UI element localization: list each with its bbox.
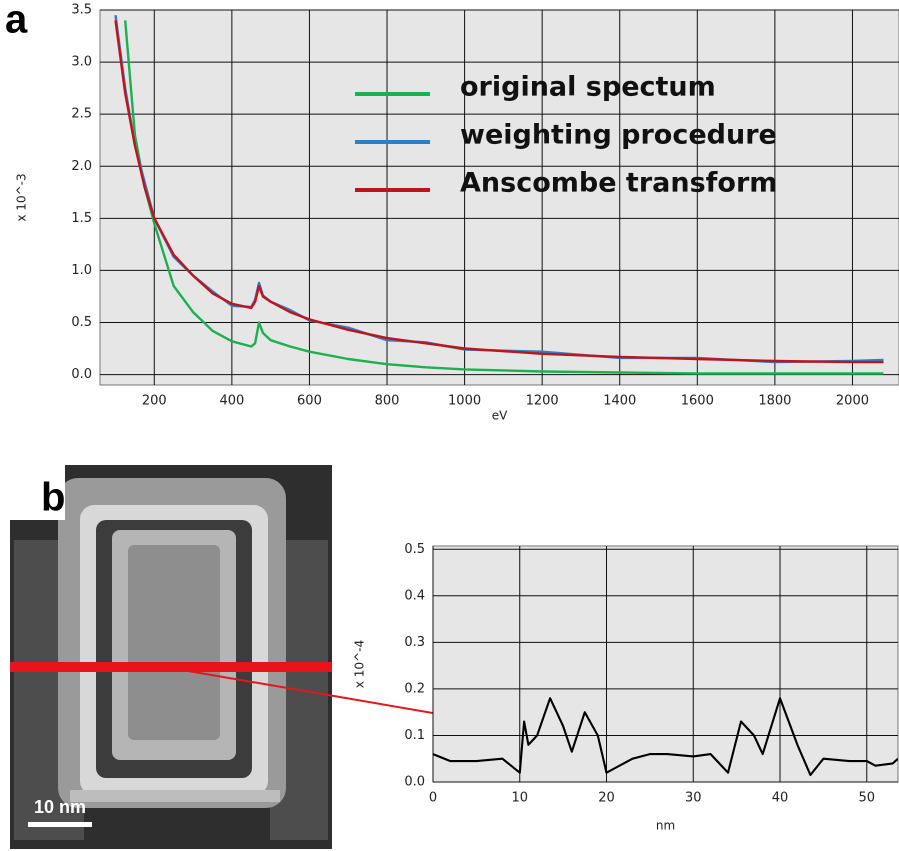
x-axis-label: eV: [492, 409, 508, 423]
plot-lines: [114, 15, 884, 375]
x-tick-label: 1200: [526, 394, 559, 409]
x-tick-label: 50: [858, 791, 875, 806]
x-axis-label: nm: [656, 819, 675, 833]
plot-lines: [433, 697, 898, 777]
x-tick-label: 10: [511, 791, 528, 806]
y-tick-label: 0.2: [404, 681, 425, 696]
x-tick-label: 600: [297, 394, 322, 409]
x-tick-label: 400: [219, 394, 244, 409]
plot-area: [432, 545, 899, 783]
y-tick-label: 0.5: [404, 542, 425, 557]
data-line: [114, 20, 884, 364]
x-tick-label: 1600: [681, 394, 714, 409]
y-tick-label: 1.0: [71, 263, 92, 278]
y-tick-label: 2.5: [71, 107, 92, 122]
scale-bar-label: 10 nm: [34, 797, 86, 817]
x-tick-label: 200: [142, 394, 167, 409]
x-tick-label: 1400: [603, 394, 636, 409]
y-axis-label: x 10^-4: [353, 640, 367, 688]
x-tick-label: 2000: [836, 394, 869, 409]
data-line: [433, 697, 898, 777]
y-tick-label: 3.0: [71, 55, 92, 70]
y-tick-label: 0.0: [71, 367, 92, 382]
legend-label: original spectum: [460, 72, 716, 103]
data-line: [124, 20, 884, 375]
y-tick-label: 1.5: [71, 211, 92, 226]
micrograph: 10 nm: [10, 465, 332, 849]
x-tick-label: 1800: [758, 394, 791, 409]
y-tick-label: 0.0: [404, 775, 425, 790]
legend-label: Anscombe transform: [460, 168, 777, 199]
panel-label: a: [5, 0, 28, 42]
x-tick-label: 20: [598, 791, 615, 806]
y-tick-label: 3.5: [71, 3, 92, 18]
y-tick-label: 0.4: [404, 588, 425, 603]
y-tick-label: 0.1: [404, 728, 425, 743]
x-tick-label: 1000: [448, 394, 481, 409]
x-tick-label: 40: [772, 791, 789, 806]
y-tick-label: 0.5: [71, 315, 92, 330]
legend-label: weighting procedure: [460, 120, 777, 151]
panel-label: b: [41, 476, 65, 520]
x-tick-label: 30: [685, 791, 702, 806]
y-tick-label: 0.3: [404, 635, 425, 650]
x-tick-label: 0: [429, 791, 437, 806]
x-tick-label: 800: [375, 394, 400, 409]
y-tick-label: 2.0: [71, 159, 92, 174]
y-axis-label: x 10^-3: [15, 173, 29, 221]
